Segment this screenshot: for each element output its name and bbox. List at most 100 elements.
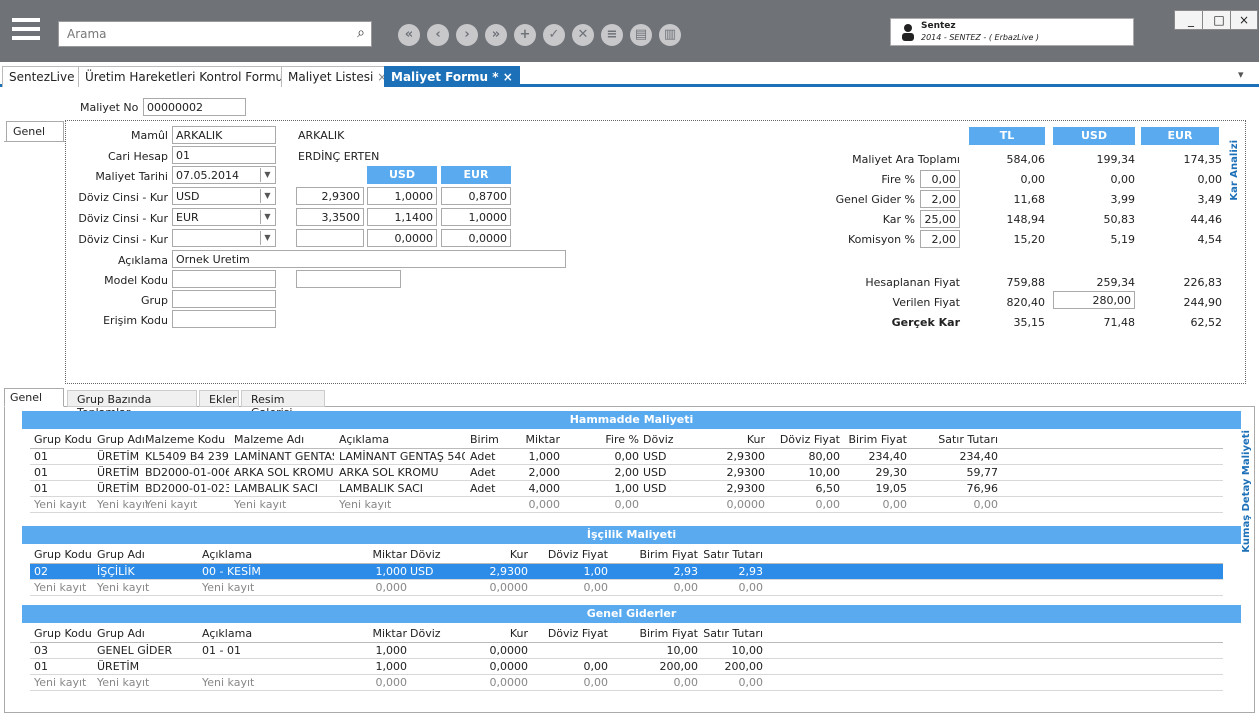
column-header[interactable]: Kur bbox=[509, 548, 528, 561]
table-cell[interactable]: 234,40 bbox=[868, 450, 908, 463]
table-cell[interactable]: 0,00 bbox=[583, 660, 609, 673]
summary-percent-field[interactable]: 0,00 bbox=[920, 170, 960, 188]
column-header[interactable]: Grup Adı bbox=[97, 433, 145, 446]
table-cell[interactable]: 2,00 bbox=[614, 466, 640, 479]
table-cell[interactable]: 2,000 bbox=[528, 466, 561, 479]
usd-field-2[interactable]: 1,1400 bbox=[367, 208, 437, 226]
table-cell[interactable]: 1,000 bbox=[375, 660, 408, 673]
kur-field-3[interactable] bbox=[296, 229, 364, 247]
table-row[interactable]: 01 ÜRETİM BD2000-01-006 ARKA SOL KROMU ARKA … bbox=[30, 465, 1223, 481]
lower-tab-ekler[interactable]: Ekler bbox=[199, 390, 239, 407]
grup-field[interactable] bbox=[172, 290, 276, 308]
new-record-cell[interactable]: Yeni kayıt bbox=[234, 498, 287, 511]
column-header[interactable]: Döviz Fiyat bbox=[547, 548, 608, 561]
table-cell[interactable]: 0,00 bbox=[614, 450, 640, 463]
new-record-cell[interactable]: 0,000 bbox=[375, 676, 408, 689]
chevron-down-icon[interactable]: ▼ bbox=[260, 210, 274, 224]
delete-icon[interactable]: ▥ bbox=[659, 24, 681, 46]
table-row[interactable]: 01 ÜRETİM 1,000 0,0000 0,00 200,00 200,00 bbox=[30, 659, 1223, 675]
column-header[interactable]: Miktar bbox=[525, 433, 561, 446]
lower-tab-genel[interactable]: Genel bbox=[4, 388, 64, 407]
new-record-row[interactable]: Yeni kayıt Yeni kayıt Yeni kayıt 0,000 0,000… bbox=[30, 580, 1223, 596]
column-header[interactable]: Malzeme Adı bbox=[234, 433, 305, 446]
summary-percent-field[interactable]: 2,00 bbox=[920, 190, 960, 208]
column-header[interactable]: Açıklama bbox=[202, 548, 253, 561]
table-cell[interactable]: BD2000-01-023 bbox=[145, 482, 229, 495]
column-header[interactable]: Döviz Fiyat bbox=[779, 433, 840, 446]
column-header[interactable]: Grup Kodu bbox=[34, 627, 92, 640]
table-cell[interactable]: GENEL GİDER bbox=[97, 644, 173, 657]
chevron-down-icon[interactable]: ▼ bbox=[260, 189, 274, 203]
doviz-select-3[interactable]: ▼ bbox=[172, 229, 276, 247]
column-header[interactable]: Grup Kodu bbox=[34, 548, 92, 561]
new-record-cell[interactable]: Yeni kayıt bbox=[97, 498, 147, 511]
table-row[interactable]: 01 ÜRETİM KL5409 B4 239 LAMİNANT GENTAŞ 5 LA… bbox=[30, 449, 1223, 465]
model-kodu-field[interactable] bbox=[172, 270, 276, 288]
new-record-cell[interactable]: Yeni kayıt bbox=[145, 498, 198, 511]
table-cell[interactable]: Adet bbox=[470, 466, 496, 479]
table-cell[interactable]: 1,00 bbox=[583, 565, 609, 578]
table-cell[interactable]: ÜRETİM bbox=[97, 450, 140, 463]
new-record-cell[interactable]: Yeni kayıt bbox=[34, 498, 87, 511]
hamburger-menu-icon[interactable] bbox=[12, 18, 40, 46]
table-cell[interactable]: 2,93 bbox=[673, 565, 699, 578]
mamul-field[interactable]: ARKALIK bbox=[172, 126, 276, 144]
column-header[interactable]: Malzeme Kodu bbox=[145, 433, 226, 446]
table-cell[interactable]: USD bbox=[643, 482, 667, 495]
column-header[interactable]: Birim Fiyat bbox=[639, 548, 698, 561]
tab-sentezlive[interactable]: SentezLive bbox=[2, 66, 82, 87]
table-cell[interactable]: 59,77 bbox=[966, 466, 999, 479]
new-record-cell[interactable]: Yeni kayıt bbox=[97, 581, 150, 594]
new-record-cell[interactable]: 0,00 bbox=[882, 498, 908, 511]
next-record-icon[interactable]: › bbox=[456, 24, 478, 46]
new-record-cell[interactable]: Yeni kayıt bbox=[34, 581, 87, 594]
new-record-cell[interactable]: Yeni kayıt bbox=[339, 498, 392, 511]
tab-overflow-icon[interactable]: ▾ bbox=[1238, 68, 1244, 81]
column-header[interactable]: Satır Tutarı bbox=[938, 433, 998, 446]
column-header[interactable]: Birim Fiyat bbox=[848, 433, 907, 446]
table-cell[interactable]: LAMİNANT GENTAŞ 5 bbox=[234, 450, 334, 463]
table-cell[interactable]: 2,93 bbox=[738, 565, 764, 578]
table-cell[interactable]: 76,96 bbox=[966, 482, 999, 495]
doviz-select-2[interactable]: EUR ▼ bbox=[172, 208, 276, 226]
table-cell[interactable]: 234,40 bbox=[959, 450, 999, 463]
search-input[interactable]: Arama ⌕ bbox=[58, 21, 372, 47]
table-cell[interactable]: LAMBALIK SACI bbox=[339, 482, 423, 495]
save-check-icon[interactable]: ✓ bbox=[543, 24, 565, 46]
erisim-kodu-field[interactable] bbox=[172, 310, 276, 328]
new-record-cell[interactable]: 0,00 bbox=[583, 581, 609, 594]
new-record-row[interactable]: Yeni kayıt Yeni kayıt Yeni kayıt Yeni kayıt… bbox=[30, 497, 1223, 513]
column-header[interactable]: Döviz bbox=[410, 548, 441, 561]
model-kodu-desc-field[interactable] bbox=[296, 270, 401, 288]
table-cell[interactable]: 1,000 bbox=[528, 450, 561, 463]
table-cell[interactable]: 2,9300 bbox=[726, 450, 766, 463]
table-cell[interactable]: 1,000 bbox=[375, 565, 408, 578]
aciklama-field[interactable]: Ornek Uretim bbox=[172, 250, 566, 268]
print-icon[interactable]: ▤ bbox=[630, 24, 652, 46]
table-cell[interactable]: 19,05 bbox=[875, 482, 908, 495]
column-header[interactable]: Satır Tutarı bbox=[703, 627, 763, 640]
table-row[interactable]: 02 İŞÇİLİK 00 - KESİM 1,000 USD 2,9300 1,00 2,9… bbox=[30, 564, 1223, 580]
usd-field-1[interactable]: 1,0000 bbox=[367, 187, 437, 205]
table-cell[interactable]: KL5409 B4 239 bbox=[145, 450, 229, 463]
maliyet-no-field[interactable]: 00000002 bbox=[143, 98, 246, 116]
table-cell[interactable]: 0,0000 bbox=[489, 644, 529, 657]
column-header[interactable]: Satır Tutarı bbox=[703, 548, 763, 561]
table-cell[interactable]: 01 bbox=[34, 450, 48, 463]
table-cell[interactable]: USD bbox=[643, 466, 667, 479]
table-cell[interactable]: Adet bbox=[470, 450, 496, 463]
table-cell[interactable]: Adet bbox=[470, 482, 496, 495]
table-cell[interactable]: 01 bbox=[34, 482, 48, 495]
table-cell[interactable]: 200,00 bbox=[724, 660, 764, 673]
table-cell[interactable]: ARKA SOL KROMU bbox=[234, 466, 334, 479]
table-cell[interactable]: ARKA SOL KROMU bbox=[339, 466, 439, 479]
table-cell[interactable]: BD2000-01-006 bbox=[145, 466, 229, 479]
column-header[interactable]: Miktar bbox=[372, 627, 408, 640]
table-cell[interactable]: 00 - KESİM bbox=[202, 565, 261, 578]
new-record-cell[interactable]: 0,00 bbox=[815, 498, 841, 511]
verilen-usd-field[interactable]: 280,00 bbox=[1053, 291, 1135, 309]
column-header[interactable]: Kur bbox=[746, 433, 765, 446]
chevron-down-icon[interactable]: ▼ bbox=[260, 168, 274, 182]
column-header[interactable]: Açıklama bbox=[202, 627, 253, 640]
cancel-icon[interactable]: ✕ bbox=[572, 24, 594, 46]
